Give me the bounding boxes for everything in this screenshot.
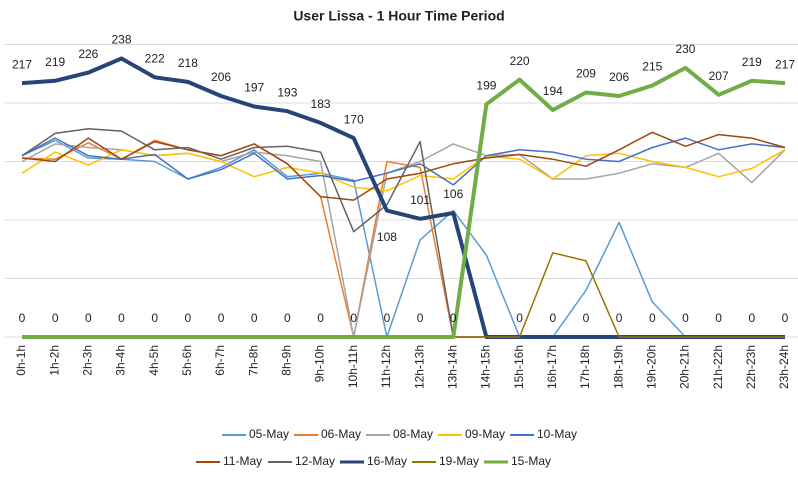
data-label: 206 [211, 70, 231, 84]
x-tick-label: 8h-9h [280, 345, 294, 376]
data-label: 230 [675, 42, 695, 56]
data-label: 194 [543, 84, 563, 98]
x-tick-label: 0h-1h [14, 345, 28, 376]
data-label: 0 [450, 311, 457, 325]
series-line [21, 149, 786, 192]
data-label: 0 [251, 311, 258, 325]
data-label: 222 [145, 51, 165, 65]
series-line [22, 252, 785, 338]
data-label: 0 [317, 311, 324, 325]
legend-label: 10-May [537, 427, 577, 441]
data-label: 0 [284, 311, 291, 325]
data-label: 197 [244, 81, 264, 95]
series-line [21, 56, 785, 339]
series-line [22, 65, 786, 339]
x-tick-label: 15h-16h [512, 345, 526, 389]
series-line [21, 139, 785, 338]
data-label: 0 [185, 311, 192, 325]
x-tick-label: 5h-6h [180, 345, 194, 376]
data-label: 219 [742, 55, 762, 69]
data-label: 0 [19, 311, 26, 325]
x-tick-label: 6h-7h [213, 345, 227, 376]
legend-label: 16-May [367, 454, 407, 468]
data-label: 209 [576, 67, 596, 81]
chart-title: User Lissa - 1 Hour Time Period [293, 8, 504, 24]
x-tick-label: 19h-20h [644, 345, 658, 389]
x-tick-label: 9h-10h [313, 345, 327, 382]
data-label: 217 [12, 57, 32, 71]
data-label: 0 [748, 311, 755, 325]
data-label: 0 [350, 311, 357, 325]
data-label: 183 [311, 97, 331, 111]
legend-label: 05-May [249, 427, 289, 441]
data-label: 0 [715, 311, 722, 325]
legend-label: 12-May [295, 454, 335, 468]
data-label: 199 [476, 78, 496, 92]
data-label: 106 [443, 187, 463, 201]
x-tick-label: 23h-24h [777, 345, 791, 389]
x-tick-label: 12h-13h [412, 345, 426, 389]
data-label: 0 [549, 311, 556, 325]
x-tick-label: 22h-23h [744, 345, 758, 389]
data-label: 0 [583, 311, 590, 325]
data-label: 0 [85, 311, 92, 325]
legend-label: 09-May [465, 427, 505, 441]
legend-label: 06-May [321, 427, 361, 441]
data-label: 0 [682, 311, 689, 325]
data-label: 219 [45, 55, 65, 69]
data-label: 170 [344, 112, 364, 126]
data-label: 220 [510, 54, 530, 68]
data-label: 101 [410, 193, 430, 207]
data-label: 218 [178, 56, 198, 70]
data-label: 0 [649, 311, 656, 325]
data-label: 206 [609, 70, 629, 84]
legend-label: 11-May [223, 454, 262, 468]
x-tick-label: 1h-2h [47, 345, 61, 376]
x-tick-label: 14h-15h [479, 345, 493, 389]
series-line [21, 139, 785, 338]
x-tick-label: 21h-22h [711, 345, 725, 389]
data-label: 0 [218, 311, 225, 325]
x-tick-label: 4h-5h [147, 345, 161, 376]
data-label: 0 [417, 311, 424, 325]
x-tick-label: 13h-14h [445, 345, 459, 389]
data-label: 215 [642, 60, 662, 74]
x-tick-label: 3h-4h [114, 345, 128, 376]
x-tick-label: 2h-3h [81, 345, 95, 376]
data-label: 0 [516, 311, 523, 325]
x-tick-label: 16h-17h [545, 345, 559, 389]
x-tick-label: 17h-18h [578, 345, 592, 389]
data-label: 0 [52, 311, 59, 325]
data-label: 238 [112, 33, 132, 47]
data-label: 193 [277, 85, 297, 99]
data-label: 108 [377, 230, 397, 244]
x-tick-label: 18h-19h [611, 345, 625, 389]
data-label: 226 [78, 47, 98, 61]
legend-label: 08-May [393, 427, 433, 441]
data-label: 0 [616, 311, 623, 325]
data-label: 207 [709, 69, 729, 83]
data-label: 217 [775, 57, 795, 71]
data-label: 0 [782, 311, 789, 325]
series-line [21, 137, 786, 186]
data-label: 0 [118, 311, 125, 325]
x-tick-label: 11h-12h [379, 345, 393, 388]
data-label: 0 [384, 311, 391, 325]
x-tick-label: 7h-8h [246, 345, 260, 376]
data-label: 0 [151, 311, 158, 325]
series-line [21, 131, 786, 201]
legend-label: 19-May [439, 454, 479, 468]
x-tick-label: 10h-11h [346, 345, 360, 388]
x-tick-label: 20h-21h [678, 345, 692, 389]
legend-label: 15-May [511, 454, 551, 468]
